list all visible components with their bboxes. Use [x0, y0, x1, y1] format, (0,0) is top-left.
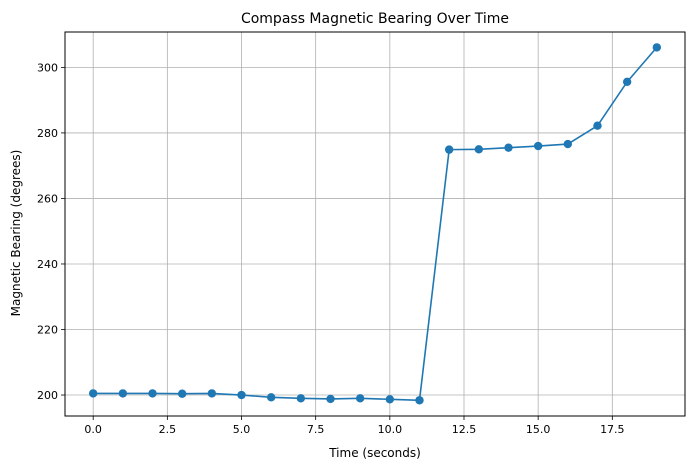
data-point: [237, 390, 246, 400]
data-point: [88, 389, 98, 398]
y-tick-label: 280: [37, 127, 58, 140]
data-point: [444, 145, 454, 154]
data-point: [207, 389, 217, 398]
data-point: [504, 143, 513, 152]
data-point: [296, 394, 306, 403]
x-tick-label: 12.5: [452, 423, 477, 436]
data-point: [355, 394, 365, 403]
y-tick-label: 300: [37, 61, 58, 74]
data-point: [177, 389, 187, 398]
series-line: [93, 46, 658, 402]
data-point: [385, 395, 395, 404]
series-layer: [88, 43, 662, 405]
data-point: [266, 393, 276, 402]
chart-title: Compass Magnetic Bearing Over Time: [241, 11, 509, 27]
data-point: [533, 141, 543, 151]
data-point: [148, 389, 157, 398]
y-tick-label: 220: [37, 324, 58, 337]
data-point: [563, 139, 573, 149]
x-tick-label: 17.5: [600, 423, 625, 436]
x-axis-label: Time (seconds): [328, 446, 421, 460]
y-axis-label: Magnetic Bearing (degrees): [9, 150, 23, 317]
plot-frame: [64, 31, 686, 417]
y-tick-label: 240: [37, 258, 58, 271]
x-tick-label: 7.5: [307, 423, 325, 436]
data-point: [326, 394, 335, 404]
data-point: [652, 43, 662, 52]
y-tick-label: 260: [37, 192, 58, 205]
x-tick-label: 0.0: [84, 423, 102, 436]
data-point: [474, 145, 484, 154]
axis-ticks: 0.0 2.5 5.0 7.5 10.0 12.5 15.0 17.5 200 220 240 260…: [37, 61, 625, 436]
grid: [65, 32, 685, 416]
data-point: [593, 121, 602, 130]
data-point: [118, 389, 128, 398]
x-tick-label: 2.5: [159, 423, 177, 436]
data-point: [622, 77, 632, 87]
y-tick-label: 200: [37, 389, 58, 402]
x-tick-label: 15.0: [526, 423, 551, 436]
x-tick-label: 10.0: [378, 423, 403, 436]
x-tick-label: 5.0: [233, 423, 251, 436]
data-point: [415, 396, 424, 405]
